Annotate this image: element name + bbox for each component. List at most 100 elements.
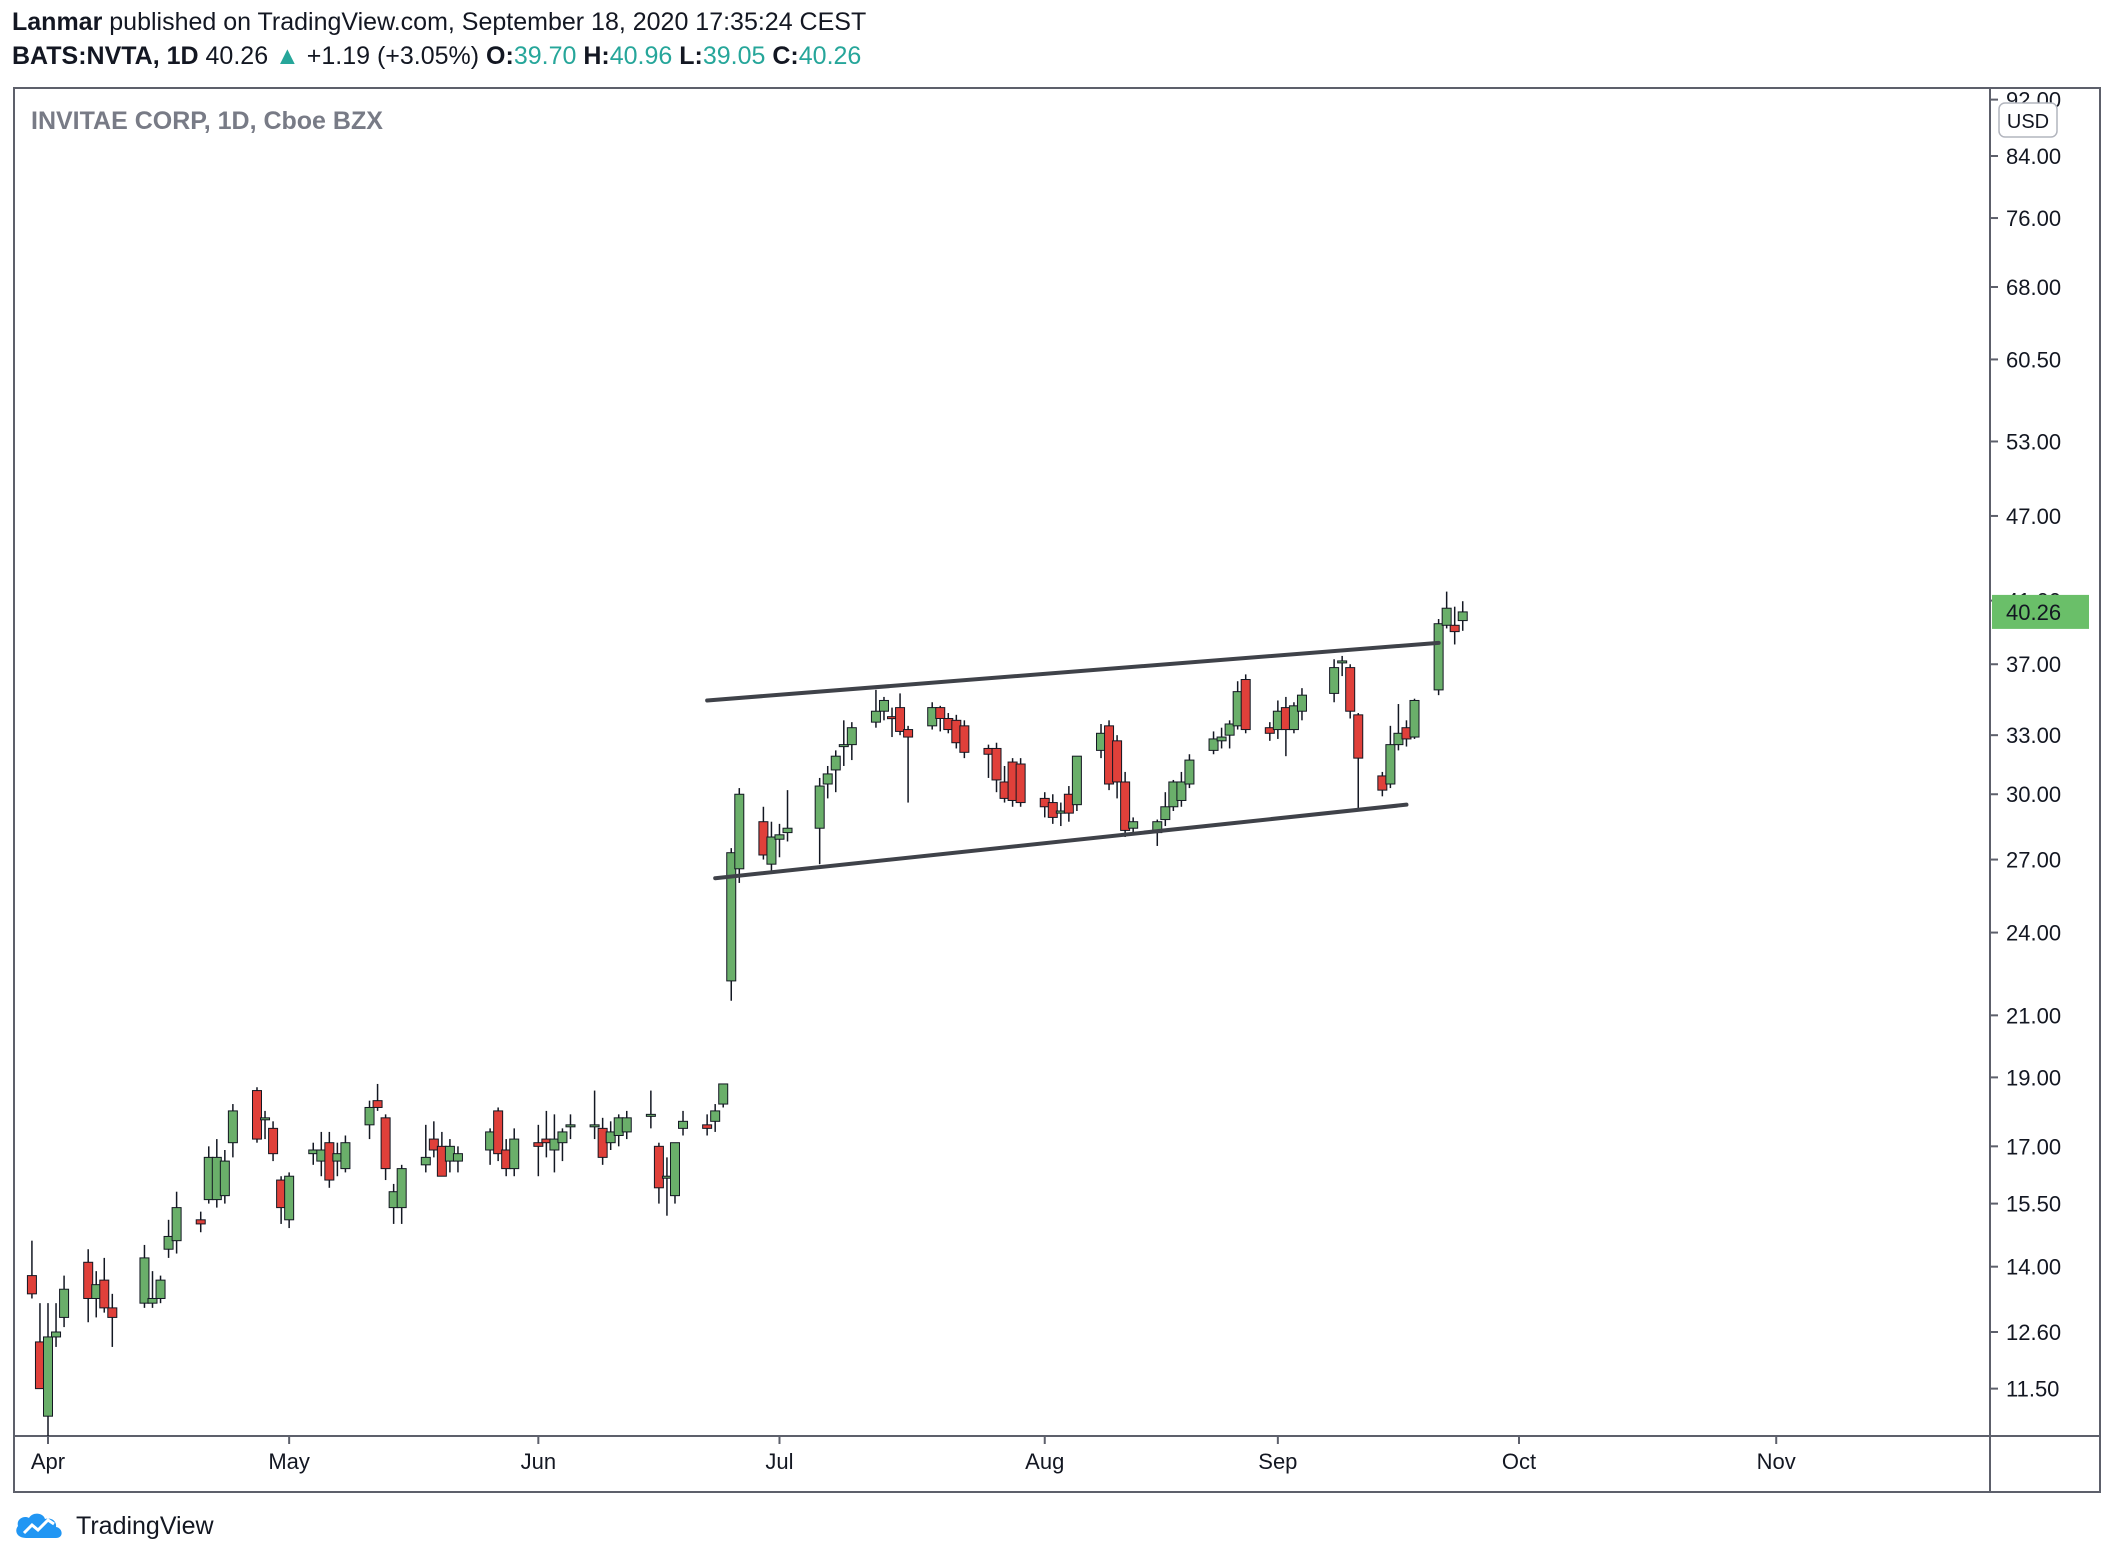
candle[interactable]: [380, 1114, 391, 1181]
candle[interactable]: [878, 696, 889, 721]
candle-body: [1409, 699, 1420, 738]
candle[interactable]: [1264, 722, 1275, 741]
candle[interactable]: [364, 1100, 375, 1140]
price-tick-label: 60.50: [2006, 347, 2061, 372]
candle[interactable]: [718, 1083, 729, 1108]
candle[interactable]: [838, 720, 849, 766]
candle-body: [678, 1120, 689, 1129]
chart-panel[interactable]: INVITAE CORP, 1D, Cboe BZX 92.00 84.00 76.…: [13, 87, 2101, 1493]
candle[interactable]: [1409, 698, 1420, 739]
candle[interactable]: [1184, 754, 1195, 789]
tradingview-brand: TradingView: [76, 1511, 214, 1540]
candle[interactable]: [766, 821, 777, 872]
candle[interactable]: [1216, 727, 1227, 749]
candle[interactable]: [1288, 702, 1299, 734]
lower-channel-line[interactable]: [713, 802, 1409, 881]
candle[interactable]: [26, 1240, 37, 1299]
time-tick-label: Nov: [1757, 1449, 1796, 1474]
candle[interactable]: [678, 1110, 689, 1136]
candle[interactable]: [1353, 713, 1364, 812]
candle[interactable]: [43, 1303, 53, 1445]
candle[interactable]: [669, 1142, 680, 1204]
candle[interactable]: [1224, 720, 1235, 749]
candle[interactable]: [268, 1121, 279, 1162]
candle[interactable]: [155, 1275, 166, 1304]
candle[interactable]: [260, 1110, 271, 1140]
candle[interactable]: [493, 1107, 504, 1162]
candle[interactable]: [163, 1219, 174, 1258]
candle[interactable]: [870, 689, 881, 728]
author-name[interactable]: Lanmar: [12, 8, 103, 36]
candle[interactable]: [830, 750, 841, 793]
candle[interactable]: [1329, 659, 1340, 703]
candle[interactable]: [107, 1293, 118, 1347]
candle[interactable]: [1071, 755, 1082, 812]
candle[interactable]: [51, 1303, 62, 1347]
candle[interactable]: [621, 1110, 632, 1140]
candle[interactable]: [1337, 655, 1348, 677]
candle[interactable]: [589, 1090, 600, 1140]
candle[interactable]: [734, 788, 745, 883]
candle[interactable]: [99, 1257, 110, 1313]
candle[interactable]: [774, 823, 785, 858]
candle[interactable]: [991, 742, 1002, 793]
candle[interactable]: [959, 720, 970, 759]
candle[interactable]: [726, 848, 737, 1001]
candle[interactable]: [1449, 606, 1460, 645]
candle[interactable]: [903, 725, 914, 803]
candle[interactable]: [846, 722, 857, 761]
upper-channel-line[interactable]: [705, 640, 1441, 703]
close-label: C:: [772, 42, 799, 70]
candle[interactable]: [822, 765, 833, 799]
candle[interactable]: [782, 790, 793, 842]
candle[interactable]: [139, 1244, 150, 1308]
candlestick-chart[interactable]: INVITAE CORP, 1D, Cboe BZX 92.0084.0076.…: [15, 89, 2099, 1491]
candle[interactable]: [1345, 664, 1356, 719]
candle[interactable]: [549, 1114, 560, 1173]
candle[interactable]: [895, 693, 906, 736]
candle[interactable]: [171, 1191, 182, 1254]
candle[interactable]: [1112, 735, 1123, 799]
candle[interactable]: [1160, 792, 1171, 827]
candle[interactable]: [1385, 725, 1396, 789]
candle[interactable]: [195, 1211, 206, 1233]
candle-body: [669, 1142, 680, 1197]
candle[interactable]: [219, 1149, 230, 1204]
candle[interactable]: [710, 1104, 721, 1132]
candle[interactable]: [1296, 688, 1307, 721]
candle[interactable]: [1176, 771, 1187, 807]
tradingview-logo[interactable]: TradingView: [12, 1510, 214, 1542]
candle[interactable]: [340, 1135, 351, 1173]
candle[interactable]: [1240, 674, 1251, 734]
candle-body: [1337, 660, 1348, 664]
candle[interactable]: [147, 1271, 158, 1308]
candle[interactable]: [1457, 601, 1468, 631]
candle[interactable]: [227, 1104, 238, 1158]
candle[interactable]: [1015, 758, 1026, 807]
candle[interactable]: [396, 1164, 407, 1224]
candle[interactable]: [251, 1087, 262, 1143]
candle[interactable]: [702, 1114, 713, 1136]
currency-badge[interactable]: USD: [1998, 102, 2058, 138]
candle[interactable]: [653, 1142, 664, 1204]
candle[interactable]: [372, 1083, 383, 1111]
candle[interactable]: [1047, 794, 1058, 824]
candle[interactable]: [452, 1146, 463, 1173]
candle[interactable]: [83, 1249, 94, 1323]
candle[interactable]: [533, 1124, 544, 1177]
candle[interactable]: [509, 1128, 520, 1177]
candle[interactable]: [59, 1275, 70, 1328]
candle[interactable]: [814, 777, 825, 865]
candle[interactable]: [935, 705, 946, 732]
candle[interactable]: [1120, 771, 1131, 838]
candle[interactable]: [1208, 731, 1219, 755]
candle[interactable]: [1441, 591, 1452, 629]
candle[interactable]: [420, 1124, 431, 1173]
candle[interactable]: [1433, 619, 1444, 696]
candle[interactable]: [645, 1090, 656, 1129]
candle[interactable]: [284, 1172, 295, 1229]
candle[interactable]: [565, 1114, 576, 1140]
candle[interactable]: [557, 1128, 568, 1162]
candle[interactable]: [605, 1121, 616, 1150]
candle[interactable]: [428, 1121, 439, 1158]
